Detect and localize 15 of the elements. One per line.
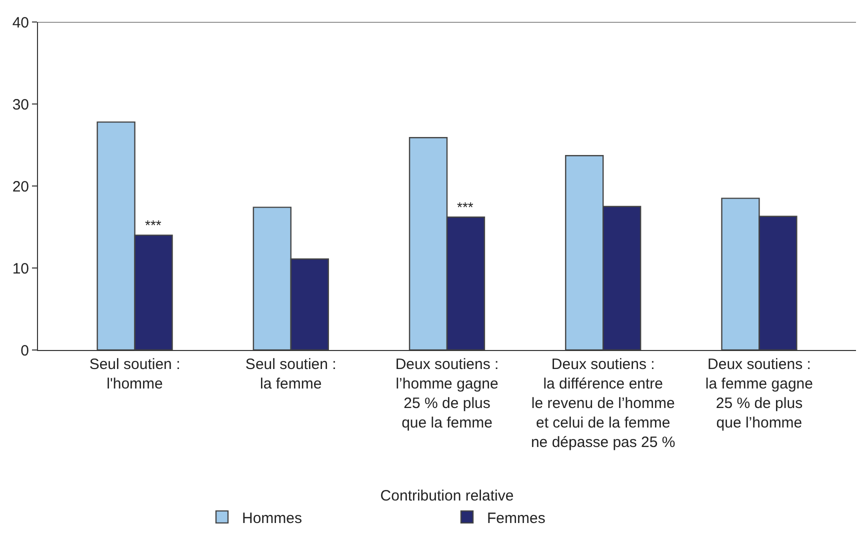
x-tick-label: Deux soutiens : la femme gagne 25 % de plus que l’homme — [705, 356, 813, 432]
x-tick-label: Seul soutien : l'homme — [89, 356, 180, 392]
y-tick-label: 30 — [12, 96, 29, 114]
y-tick-label: 10 — [12, 260, 29, 278]
legend-title: Contribution relative — [380, 488, 514, 505]
y-tick-label: 40 — [12, 14, 29, 32]
y-tick-label: 20 — [12, 178, 29, 196]
annotation: *** — [457, 199, 474, 215]
legend-label: Hommes — [242, 510, 302, 527]
x-tick-label: Deux soutiens : la différence entre le revenu de l’homme et celui de la femme ne dépasse pas 25 % — [530, 356, 676, 451]
annotation: *** — [145, 217, 162, 233]
x-tick-label: Deux soutiens : l’homme gagne 25 % de plus que la femme — [395, 356, 499, 432]
x-tick-label: Seul soutien : la femme — [245, 356, 336, 392]
y-tick-label: 0 — [20, 342, 29, 360]
legend-label: Femmes — [487, 510, 546, 527]
